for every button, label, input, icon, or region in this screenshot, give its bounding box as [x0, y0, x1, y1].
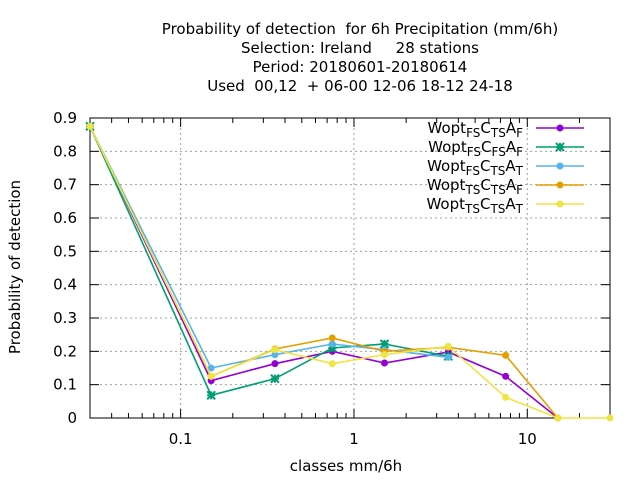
- chart-title-line-4: Used 00,12 + 06-00 12-06 18-12 24-18: [207, 77, 513, 95]
- chart-title-line-1: Probability of detection for 6h Precipit…: [161, 20, 559, 38]
- y-tick-label: 0.6: [53, 209, 77, 227]
- series-4-point: [328, 334, 336, 342]
- grid-lines: [90, 118, 610, 418]
- series-1-point: [502, 372, 510, 380]
- y-tick-label: 0.4: [53, 276, 77, 294]
- legend-label: WoptFSCTSAF: [428, 119, 524, 140]
- legend: WoptFSCTSAFWoptFSCFSAFWoptFSCTSATWoptTSC…: [426, 119, 584, 216]
- series-3-point: [444, 353, 452, 361]
- y-tick-label: 0.9: [53, 109, 77, 127]
- series-3-point: [328, 340, 336, 348]
- y-tick-label: 0: [67, 409, 77, 427]
- series-layer: [85, 121, 614, 422]
- plot-border: [89, 117, 611, 419]
- legend-marker: [556, 162, 564, 170]
- series-4-point: [502, 351, 510, 359]
- legend-marker: [556, 200, 564, 208]
- legend-label: WoptTSCTSAT: [426, 195, 523, 216]
- series-2: [85, 121, 453, 401]
- series-2-line: [89, 126, 449, 397]
- legend-marker: [556, 124, 564, 132]
- x-axis-label: classes mm/6h: [290, 457, 402, 475]
- x-tick-label: 10: [518, 430, 537, 448]
- y-axis-label: Probability of detection: [6, 180, 24, 354]
- legend-entry-3: WoptFSCTSAT: [427, 157, 584, 178]
- legend-entry-5: WoptTSCTSAT: [426, 195, 584, 216]
- series-2-point: [270, 373, 280, 384]
- series-1-point: [380, 359, 388, 367]
- series-5-point: [271, 346, 279, 354]
- chart-title-line-3: Period: 20180601-20180614: [252, 58, 468, 76]
- series-5-point: [380, 351, 388, 359]
- series-1-point: [271, 360, 279, 368]
- y-tick-label: 0.8: [53, 142, 77, 160]
- series-3-point: [271, 351, 279, 359]
- axis-ticks: [90, 117, 610, 419]
- chart-title-line-2: Selection: Ireland 28 stations: [241, 39, 479, 57]
- series-1-line: [89, 125, 559, 419]
- y-tick-label: 0.3: [53, 309, 77, 327]
- x-tick-label: 1: [349, 430, 359, 448]
- legend-marker: [556, 181, 564, 189]
- legend-marker: [555, 142, 565, 152]
- legend-label: WoptTSCTSAF: [427, 176, 523, 197]
- series-5-point: [207, 372, 215, 380]
- tick-labels: 0 0.1 0.2 0.3 0.4 0.5 0.6 0.7 0.8 0.9 0.1 1 10: [53, 109, 537, 448]
- series-5-point: [606, 414, 614, 422]
- series-5-line: [89, 125, 610, 419]
- y-tick-label: 0.2: [53, 342, 77, 360]
- x-tick-label: 0.1: [169, 430, 193, 448]
- y-tick-label: 0.5: [53, 242, 77, 260]
- legend-entry-2: WoptFSCFSAF: [428, 138, 584, 159]
- series-5-point: [502, 393, 510, 401]
- legend-label: WoptFSCFSAF: [428, 138, 523, 159]
- series-3-point: [207, 364, 215, 372]
- series-3: [86, 122, 452, 372]
- series-2-point: [206, 390, 216, 401]
- series-5: [86, 122, 614, 422]
- series-5-point: [328, 360, 336, 368]
- legend-entry-4: WoptTSCTSAF: [427, 176, 584, 197]
- series-5-point: [554, 414, 562, 422]
- y-tick-label: 0.1: [53, 376, 77, 394]
- legend-entry-1: WoptFSCTSAF: [428, 119, 584, 140]
- series-5-point: [86, 122, 94, 130]
- series-5-point: [444, 342, 452, 350]
- legend-label: WoptFSCTSAT: [427, 157, 524, 178]
- y-tick-label: 0.7: [53, 176, 77, 194]
